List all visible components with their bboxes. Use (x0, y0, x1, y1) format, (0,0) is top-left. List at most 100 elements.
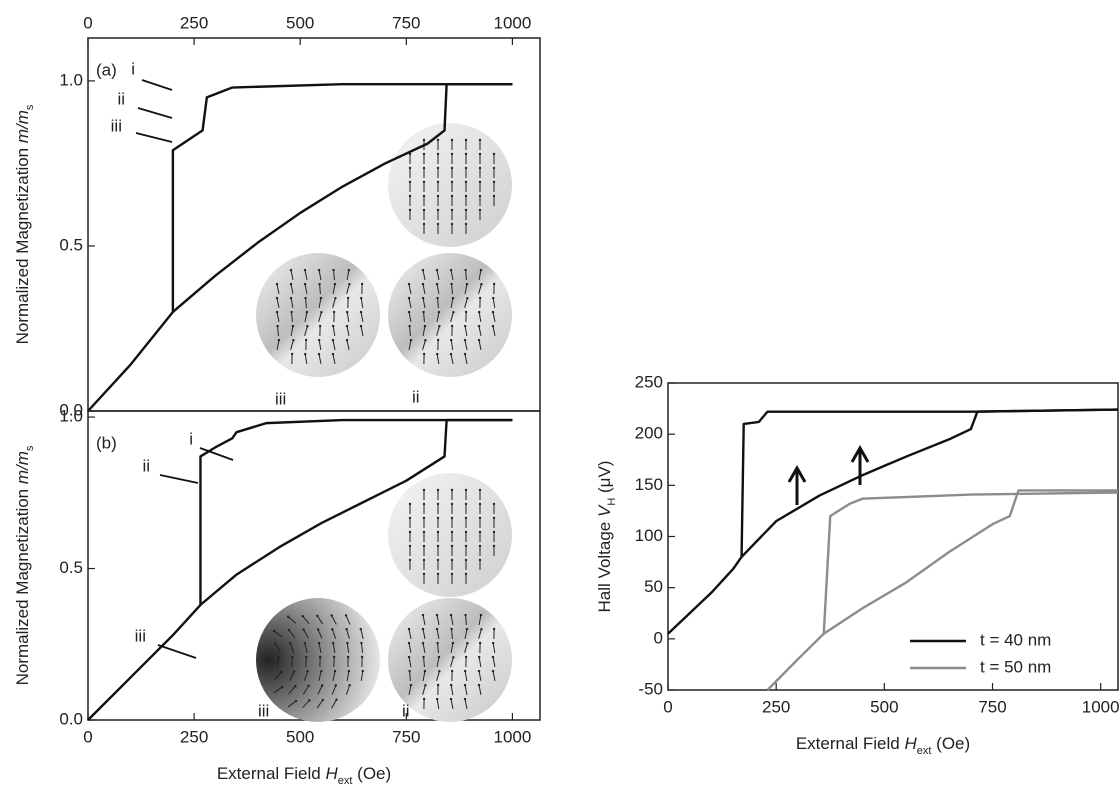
inset-arrow (346, 340, 350, 350)
inset-arrow-head (478, 296, 482, 300)
axis-label-part: (Oe) (931, 734, 970, 753)
inset-arrow (436, 656, 440, 668)
inset-arrow-head (438, 669, 441, 673)
inset-arrow (422, 297, 426, 309)
inset-arrow (423, 656, 425, 668)
inset-arrow-head (465, 282, 469, 286)
inset-arrow-head (436, 558, 440, 562)
axis-label-part: s (24, 445, 36, 451)
inset-arrow-head (302, 628, 305, 631)
inset-arrow-head (408, 194, 412, 198)
x-tick-label: 750 (392, 13, 420, 32)
inset-arrow-head (290, 310, 293, 314)
inset-arrow (408, 311, 412, 323)
inset-arrow-head (449, 352, 453, 356)
inset-arrow-head (289, 296, 293, 300)
inset-arrow-head (492, 166, 496, 170)
axis-label-part: V (595, 504, 614, 517)
inset-arrow (464, 283, 468, 295)
inset-label: ii (412, 387, 420, 406)
inset-arrow-head (436, 194, 440, 198)
inset-arrow-head (332, 268, 335, 272)
inset-arrow (276, 298, 280, 308)
inset-arrow-head (423, 324, 427, 328)
y-tick-label: 0.5 (59, 235, 83, 254)
inset-arrow-head (450, 669, 454, 673)
inset-arrow-head (436, 296, 439, 300)
inset-arrow (304, 270, 308, 280)
inset-arrow-head (464, 208, 468, 212)
inset-arrow-head (334, 684, 338, 687)
inset-arrow (305, 297, 307, 309)
x-tick-label: 250 (762, 697, 790, 716)
inset-arrow-head (449, 697, 453, 701)
inset-arrow-head (450, 166, 454, 170)
inset-arrow-head (294, 685, 297, 688)
data-line (823, 489, 1118, 635)
inset-arrow (318, 312, 322, 322)
inset-arrow (274, 643, 282, 653)
inset-arrow-head (492, 194, 496, 198)
inset-arrow-head (408, 558, 412, 562)
panel-label: (b) (96, 433, 117, 452)
inset-label: ii (402, 701, 410, 720)
inset-arrow-head (422, 544, 426, 548)
inset-arrow (302, 685, 310, 695)
inset-arrow-head (451, 641, 455, 645)
inset-arrow-head (346, 655, 350, 659)
inset-arrow-head (318, 655, 322, 659)
data-line (87, 83, 513, 412)
inset-domain (388, 123, 512, 247)
inset-arrow-head (304, 296, 307, 300)
inset-arrow-head (449, 613, 453, 617)
inset-arrow (437, 297, 439, 309)
inset-arrow-head (436, 641, 439, 645)
inset-arrow-head (464, 152, 468, 156)
inset-arrow-head (435, 627, 439, 631)
annotation-line (137, 107, 173, 119)
inset-arrow-head (332, 641, 335, 645)
inset-arrow-head (464, 544, 468, 548)
inset-arrow (422, 340, 426, 350)
inset-arrow-head (304, 338, 308, 342)
inset-arrow (331, 685, 337, 695)
inset-arrow-head (422, 488, 426, 492)
inset-arrow-head (478, 488, 482, 492)
inset-arrow (274, 671, 282, 681)
axis-label-part: ext (338, 775, 353, 787)
inset-arrow-head (292, 670, 296, 673)
inset-arrow-head (308, 699, 311, 702)
inset-arrow (333, 269, 335, 281)
inset-arrow-head (320, 669, 323, 673)
inset-arrow-head (346, 641, 349, 645)
inset-arrow-head (478, 544, 482, 548)
inset-arrow-head (347, 268, 351, 272)
inset-arrow-head (463, 324, 467, 328)
inset-arrow (346, 642, 350, 654)
inset-arrow (303, 671, 309, 681)
inset-arrow-head (407, 627, 411, 631)
inset-arrow-head (360, 655, 364, 659)
y-tick-label: 1.0 (59, 407, 83, 426)
axis-label-part: Normalized Magnetization (13, 484, 32, 685)
inset-arrow-head (450, 572, 454, 576)
inset-arrow (287, 700, 297, 708)
inset-arrow-head (407, 655, 411, 659)
inset-arrow-head (450, 138, 454, 142)
inset-arrow-head (436, 516, 440, 520)
inset-arrow (450, 312, 454, 322)
inset-arrow-head (492, 530, 496, 534)
inset-arrow (408, 684, 412, 696)
inset-arrow-head (477, 324, 481, 328)
inset-arrow (332, 354, 336, 364)
inset-arrow-head (436, 222, 440, 226)
inset-arrow (360, 642, 364, 654)
inset-arrow-head (436, 138, 440, 142)
inset-arrow (360, 326, 364, 336)
inset-arrow (450, 339, 454, 351)
inset-arrow-head (452, 310, 455, 314)
inset-arrow-head (450, 152, 454, 156)
inset-arrow-head (408, 530, 412, 534)
inset-arrow-head (492, 544, 496, 548)
inset-arrow-head (435, 697, 439, 701)
